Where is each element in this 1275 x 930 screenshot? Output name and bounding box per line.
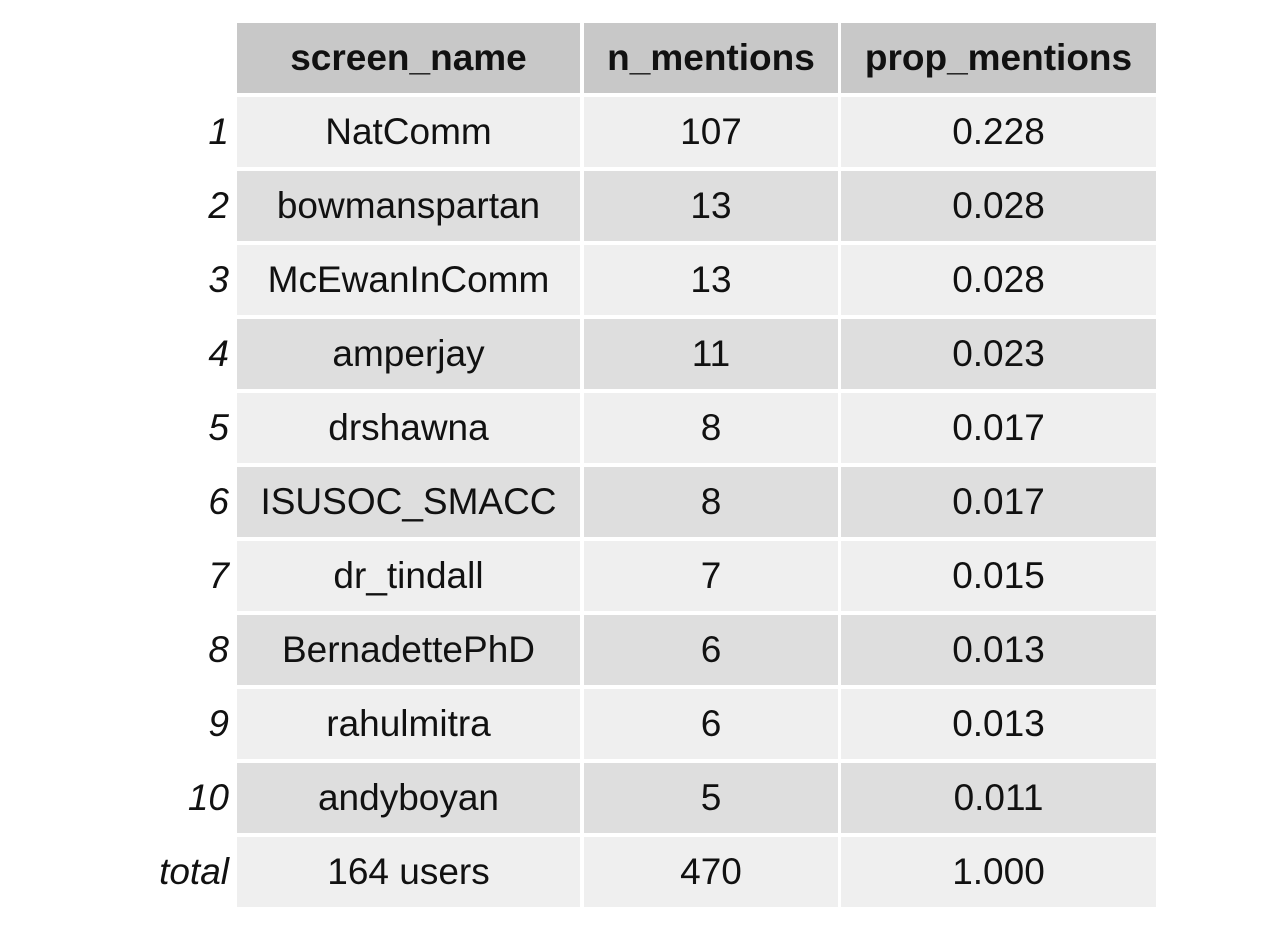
table-cell-n-mentions: 7 — [584, 541, 838, 611]
table-cell-prop-mentions: 0.011 — [841, 763, 1156, 833]
table-cell-prop-mentions: 0.017 — [841, 393, 1156, 463]
table-cell-prop-mentions: 0.017 — [841, 467, 1156, 537]
table-cell-prop-mentions: 0.013 — [841, 689, 1156, 759]
table-cell-prop-mentions: 0.028 — [841, 171, 1156, 241]
row-label: total — [159, 851, 229, 892]
table-cell-screen-name: ISUSOC_SMACC — [237, 467, 580, 537]
column-header-screen-name: screen_name — [237, 23, 580, 93]
table-cell-screen-name: drshawna — [237, 393, 580, 463]
table-cell-screen-name: amperjay — [237, 319, 580, 389]
table-cell-screen-name: NatComm — [237, 97, 580, 167]
table-cell-n-mentions: 13 — [584, 245, 838, 315]
table-cell-screen-name: McEwanInComm — [237, 245, 580, 315]
row-label: 8 — [208, 629, 229, 670]
row-label: 10 — [187, 777, 229, 818]
table-cell-prop-mentions: 0.023 — [841, 319, 1156, 389]
table-cell-n-mentions: 107 — [584, 97, 838, 167]
table-cell-prop-mentions: 0.013 — [841, 615, 1156, 685]
table-cell-screen-name: andyboyan — [237, 763, 580, 833]
table-cell-n-mentions: 8 — [584, 467, 838, 537]
table-cell-prop-mentions: 1.000 — [841, 837, 1156, 907]
column-header-n-mentions: n_mentions — [584, 23, 838, 93]
table-cell-screen-name: rahulmitra — [237, 689, 580, 759]
row-label: 1 — [208, 111, 229, 152]
table-cell-screen-name: bowmanspartan — [237, 171, 580, 241]
row-label: 5 — [208, 407, 229, 448]
table-cell-screen-name: BernadettePhD — [237, 615, 580, 685]
table-cell-n-mentions: 6 — [584, 615, 838, 685]
table-cell-screen-name: 164 users — [237, 837, 580, 907]
row-label: 3 — [208, 259, 229, 300]
table-cell-screen-name: dr_tindall — [237, 541, 580, 611]
table-cell-n-mentions: 5 — [584, 763, 838, 833]
table-cell-prop-mentions: 0.015 — [841, 541, 1156, 611]
table-cell-n-mentions: 8 — [584, 393, 838, 463]
table-cell-n-mentions: 13 — [584, 171, 838, 241]
row-label: 4 — [208, 333, 229, 374]
row-label: 2 — [208, 185, 229, 226]
table-cell-prop-mentions: 0.028 — [841, 245, 1156, 315]
table-cell-n-mentions: 6 — [584, 689, 838, 759]
table-cell-n-mentions: 11 — [584, 319, 838, 389]
row-label: 9 — [208, 703, 229, 744]
table-cell-n-mentions: 470 — [584, 837, 838, 907]
column-header-prop-mentions: prop_mentions — [841, 23, 1156, 93]
row-label: 6 — [208, 481, 229, 522]
table-cell-prop-mentions: 0.228 — [841, 97, 1156, 167]
row-label: 7 — [208, 555, 229, 596]
